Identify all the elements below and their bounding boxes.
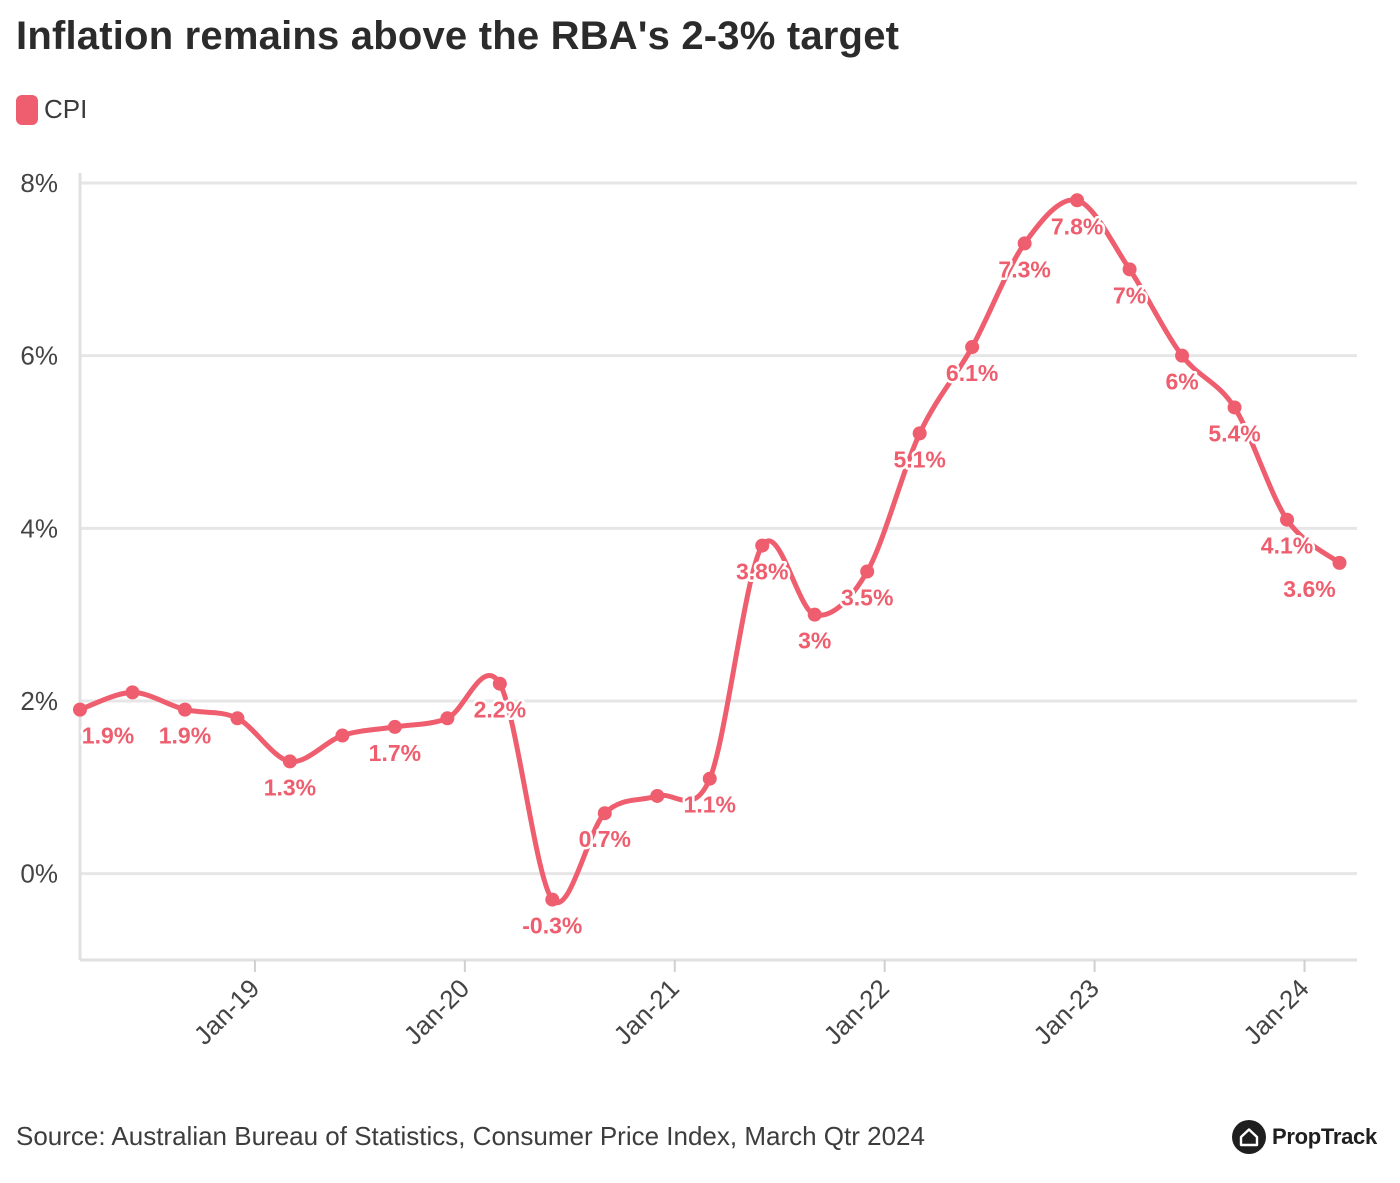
y-tick-label: 2% [20,686,58,716]
data-point [965,340,980,355]
data-point [1017,236,1032,251]
y-tick-label: 0% [20,859,58,889]
data-point [230,711,245,726]
data-label: 6.1% [946,360,998,386]
brand-name: PropTrack [1272,1124,1377,1149]
data-label: 3.5% [841,585,893,611]
data-label: 7.3% [998,256,1050,282]
legend-label: CPI [44,94,88,124]
data-label: 4.1% [1261,533,1313,559]
data-point [702,771,717,786]
data-point [860,564,875,579]
data-point [73,702,87,717]
chart-title: Inflation remains above the RBA's 2-3% t… [16,14,900,58]
x-tick-label: Jan-23 [1027,973,1104,1050]
x-tick-label: Jan-24 [1237,973,1314,1050]
data-label: 1.9% [82,723,134,749]
data-label: 7.8% [1051,213,1103,239]
house-icon [1232,1120,1266,1154]
data-point [650,788,665,803]
data-label: -0.3% [522,913,582,939]
data-point [282,754,297,769]
x-tick-label: Jan-21 [608,973,685,1050]
data-point [1122,262,1137,277]
data-point [597,806,612,821]
data-label: 0.7% [579,826,631,852]
legend: CPI [16,94,87,125]
x-tick-label: Jan-22 [817,973,894,1050]
x-tick-label: Jan-20 [398,973,475,1050]
data-point [1332,555,1347,570]
data-label: 1.9% [159,723,211,749]
data-label: 7% [1113,282,1146,308]
data-label: 3.8% [736,559,788,585]
y-tick-label: 4% [20,513,58,543]
line-chart: 0% 2% 4% 6% 8% Jan-19 Jan-20 Jan-21 Jan-22 Jan-23… [20,168,1357,1050]
source-note: Source: Australian Bureau of Statistics,… [16,1121,925,1151]
x-tick-label: Jan-19 [188,973,265,1050]
data-label: 1.7% [369,740,421,766]
data-point [125,685,140,700]
data-point [177,702,192,717]
data-point [335,728,350,743]
data-label: 1.1% [684,792,736,818]
legend-swatch [16,94,38,125]
data-point [807,607,822,622]
data-label: 2.2% [474,697,526,723]
data-label: 1.3% [264,774,316,800]
data-point [440,711,455,726]
data-label: 6% [1165,369,1198,395]
brand-logo: PropTrack [1232,1120,1377,1154]
data-label: 5.1% [893,446,945,472]
data-point [755,538,770,553]
data-label: 5.4% [1208,420,1260,446]
y-tick-label: 6% [20,341,58,371]
data-point [387,719,402,734]
axes: 0% 2% 4% 6% 8% Jan-19 Jan-20 Jan-21 Jan-22 Jan-23… [20,168,1357,1050]
data-point [1280,512,1295,527]
data-point [1227,400,1242,415]
data-label: 3% [798,628,831,654]
y-tick-label: 8% [20,168,58,198]
series-points [73,193,1347,907]
data-point [912,426,927,441]
data-point [1070,193,1085,208]
data-point [492,676,507,691]
data-label: 3.6% [1283,576,1335,602]
grid-lines [80,181,1357,876]
data-labels: 1.9% 1.9% 1.3% 1.7% 2.2% -0.3% 0.7% 1.1% 3.8% 3% 3… [79,211,1338,941]
data-point [545,892,560,907]
data-point [1175,348,1190,363]
